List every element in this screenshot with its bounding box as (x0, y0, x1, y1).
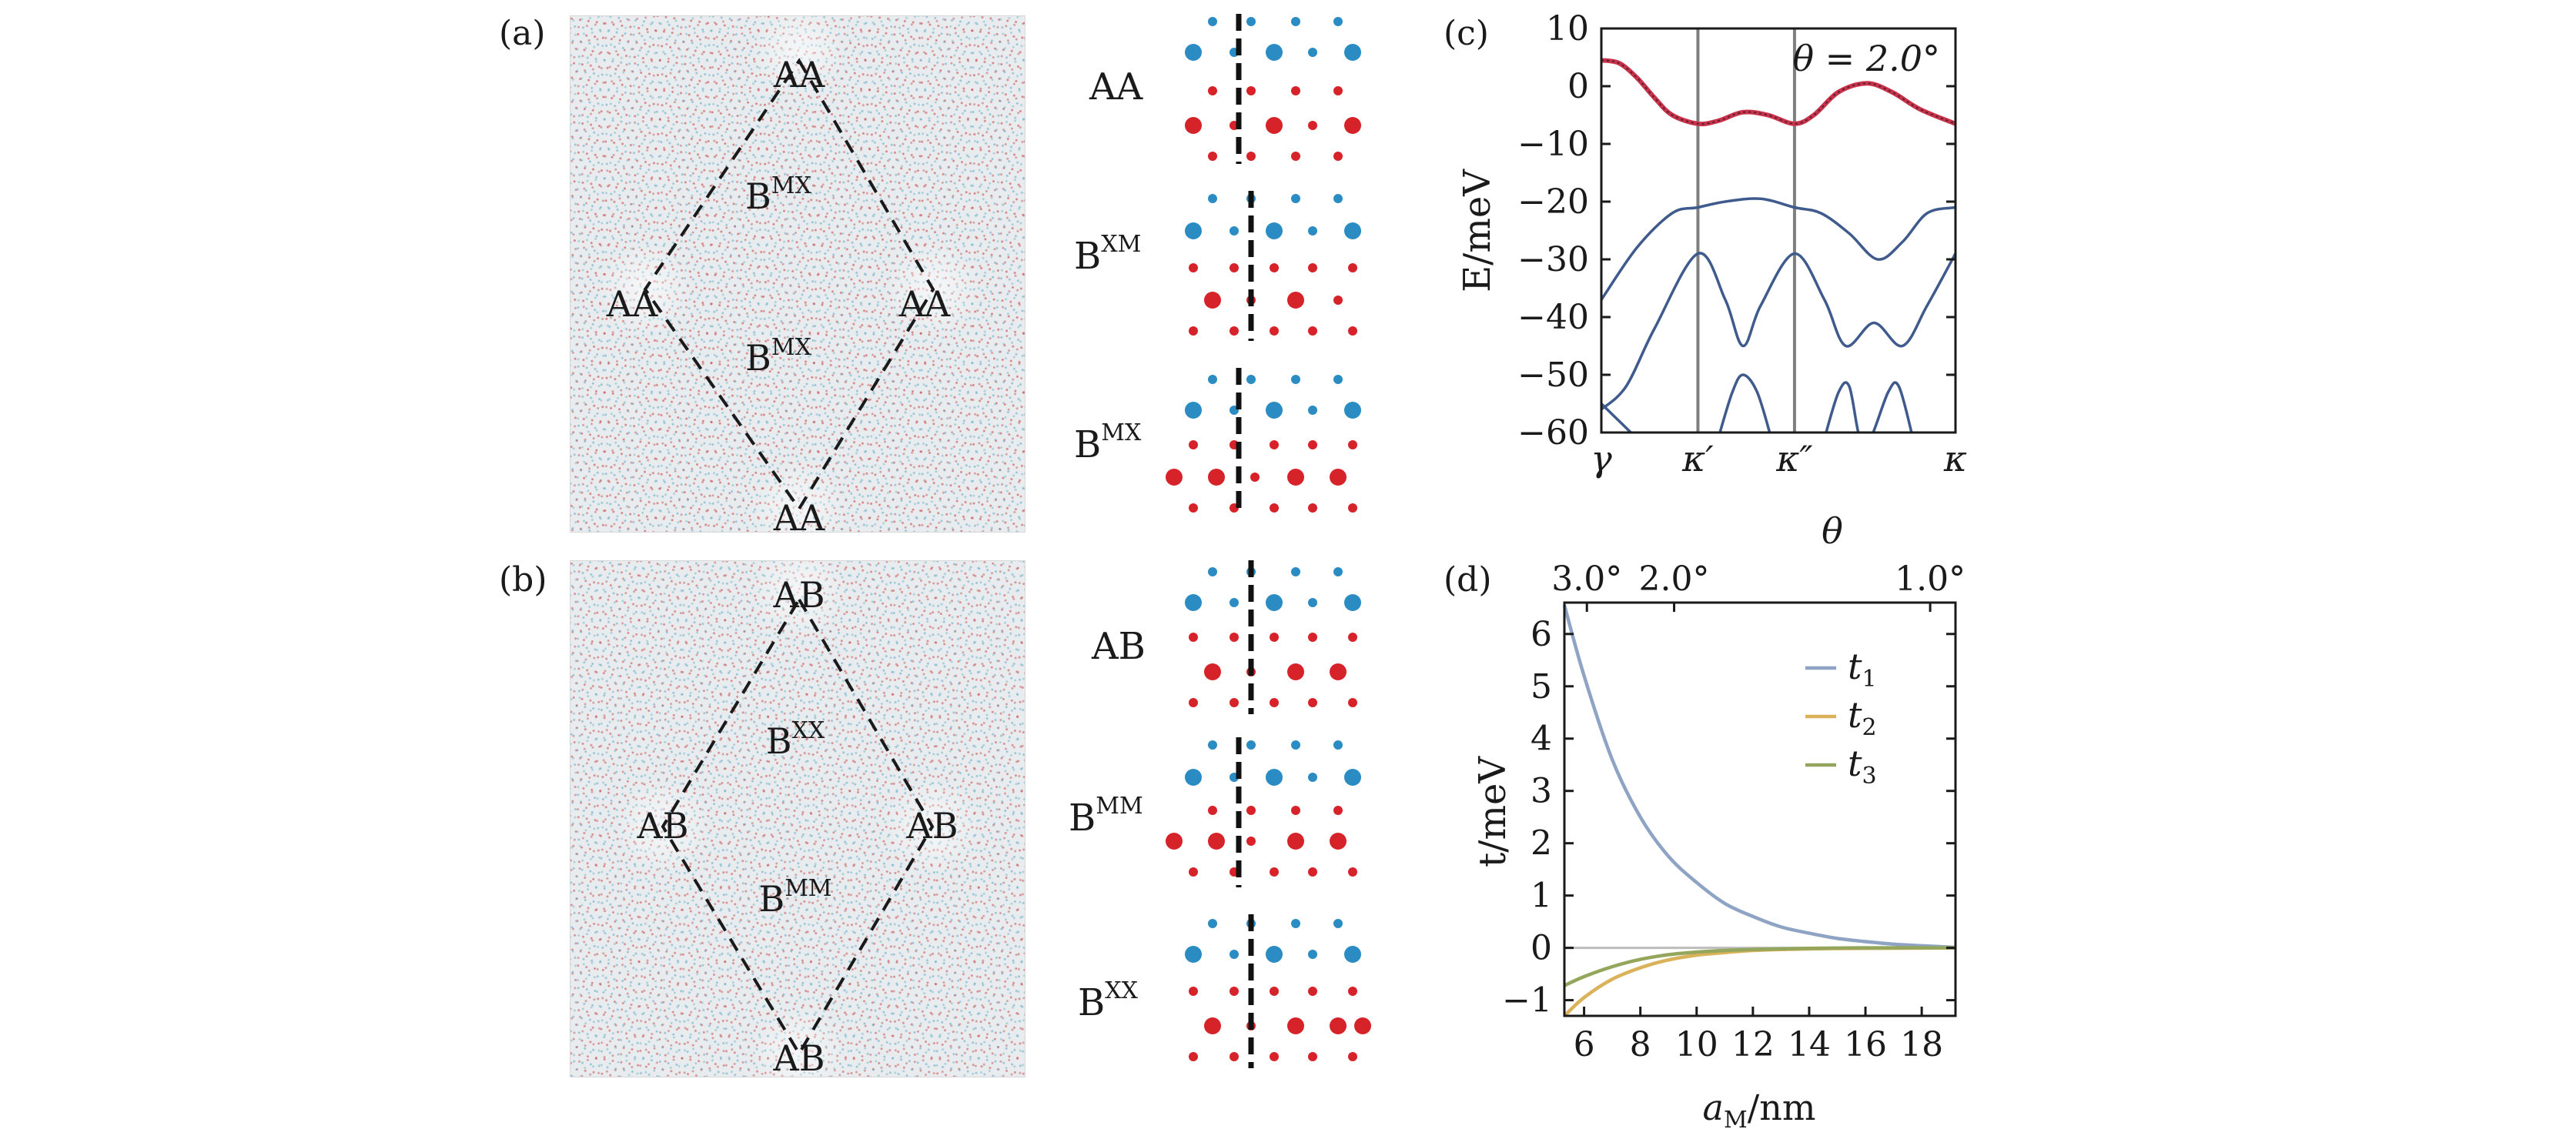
x-tick-label: κ″ (1775, 438, 1812, 479)
legend-label: t2 (1848, 694, 1877, 741)
panel-b-letter: (b) (499, 560, 547, 600)
moire-cell-outline-b (661, 596, 935, 1057)
x-tick-label: 18 (1900, 1025, 1943, 1064)
region-label: BMX (745, 334, 812, 379)
band-fit-line (1601, 59, 1955, 125)
y-tick-label: −1 (1502, 981, 1552, 1020)
x-tick-label: 10 (1675, 1025, 1718, 1064)
y-tick-label: −10 (1517, 125, 1589, 164)
site-label: AB (772, 1037, 825, 1077)
site-label: AA (898, 283, 951, 325)
region-label: BMX (745, 172, 812, 217)
y-tick-label: −50 (1517, 356, 1589, 395)
x-tick-label: 8 (1630, 1025, 1651, 1064)
stack-bmm-diagram (1166, 737, 1361, 887)
hopping-line (1562, 604, 1956, 950)
y-tick-label: 3 (1531, 772, 1552, 811)
band-line (1601, 252, 1955, 411)
x-axis-label: aM/nm (1703, 1087, 1816, 1129)
site-label: AA (606, 283, 658, 325)
moire-pattern-b: AB AB AB AB BXX BMM (570, 560, 1025, 1077)
band-structure-chart: 10 0 −10 −20 −30 −40 −50 −60γ κ′ κ″ κ θ = 2.0° E/m… (1456, 9, 1967, 552)
y-axis-label: E/meV (1456, 169, 1499, 292)
stack-aa-diagram (1185, 14, 1361, 164)
stacking-label-b-1: AB (1092, 625, 1146, 668)
site-label: AB (636, 805, 688, 847)
stacking-label-a-3: BMX (1074, 419, 1142, 466)
region-label: BMM (758, 875, 831, 920)
band-line (1601, 402, 1633, 433)
top-tick-label: 2.0° (1639, 559, 1710, 599)
hopping-line (1563, 946, 1956, 1017)
x-tick-label: 14 (1788, 1025, 1831, 1064)
band-line (1718, 373, 1771, 433)
y-tick-label: −20 (1517, 182, 1589, 222)
band-line (1601, 197, 1955, 301)
stacking-label-b-3: BXX (1078, 977, 1138, 1024)
plot-frame (1600, 27, 1957, 434)
stacking-label-b-2: BMM (1069, 793, 1143, 840)
stacking-label-a-2: BXM (1074, 231, 1142, 278)
y-tick-label: −60 (1517, 413, 1589, 453)
moire-pattern-a: AA AA AA AA BMX BMX (570, 15, 1025, 533)
site-label: AB (905, 805, 958, 847)
x-tick-label: γ (1591, 438, 1612, 479)
x-tick-label: 6 (1574, 1025, 1595, 1064)
stack-bxm-diagram (1185, 191, 1361, 341)
legend-label: t1 (1848, 646, 1877, 693)
x-tick-label: 16 (1844, 1025, 1887, 1064)
stack-bmx-diagram (1166, 368, 1361, 514)
x-axis-label: θ (1822, 510, 1843, 552)
plot-frame (1563, 601, 1957, 1017)
stack-bxx-diagram (1185, 914, 1371, 1068)
site-label: AB (772, 574, 825, 616)
stacking-diagrams-a (1166, 14, 1361, 514)
y-tick-label: 6 (1531, 615, 1552, 654)
site-label: AA (773, 497, 825, 533)
y-tick-label: −30 (1517, 240, 1589, 279)
y-tick-label: 0 (1531, 929, 1552, 968)
panel-c-letter: (c) (1444, 14, 1489, 53)
region-label: BXX (766, 717, 825, 762)
site-label: AA (773, 54, 825, 95)
y-tick-label: 0 (1567, 67, 1589, 106)
stacking-label-a-1: AA (1089, 65, 1143, 109)
hopping-line (1564, 946, 1956, 987)
y-tick-label: 1 (1531, 877, 1552, 916)
y-tick-label: 5 (1531, 667, 1552, 706)
panel-d-letter: (d) (1444, 560, 1492, 600)
y-tick-label: 2 (1531, 824, 1552, 863)
y-axis-label: t/meV (1471, 756, 1514, 867)
y-tick-label: 4 (1531, 720, 1552, 759)
stack-ab-diagram (1185, 560, 1361, 714)
moire-cell-outline-a (643, 58, 935, 512)
legend-label: t3 (1848, 743, 1877, 790)
x-tick-label: κ (1943, 438, 1967, 479)
x-tick-label: κ′ (1681, 438, 1714, 479)
band-line (1825, 381, 1913, 433)
top-tick-label: 1.0° (1895, 559, 1965, 599)
stacking-diagrams-b (1166, 560, 1371, 1068)
y-tick-label: 10 (1546, 9, 1589, 48)
y-tick-label: −40 (1517, 298, 1589, 337)
top-tick-label: 3.0° (1551, 559, 1622, 599)
x-tick-label: 12 (1731, 1025, 1775, 1064)
panel-a-letter: (a) (499, 14, 546, 53)
theta-annotation: θ = 2.0° (1792, 38, 1940, 79)
